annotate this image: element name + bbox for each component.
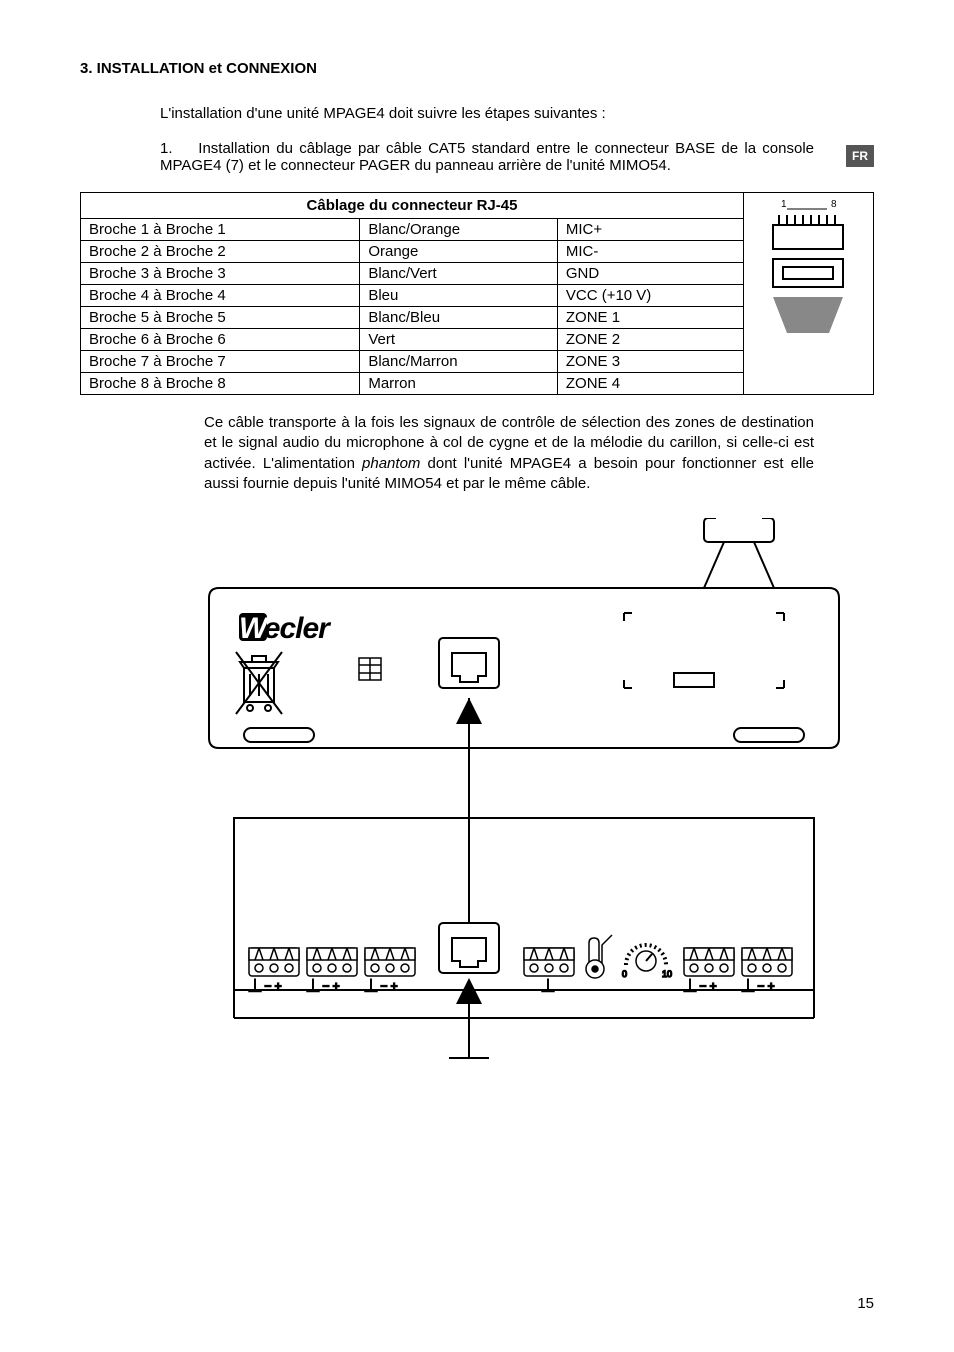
svg-text:⏊ − +: ⏊ − + bbox=[742, 978, 775, 993]
rj45-port-top-icon bbox=[439, 638, 499, 688]
cell: MIC- bbox=[557, 241, 743, 263]
rj45-port-bottom-icon bbox=[439, 923, 499, 973]
slot-icon bbox=[244, 728, 314, 742]
rj45-connector-icon: 1 8 bbox=[759, 195, 859, 335]
cell: Blanc/Marron bbox=[360, 351, 558, 373]
cell: GND bbox=[557, 263, 743, 285]
cell: Broche 7 à Broche 7 bbox=[81, 351, 360, 373]
svg-text:⏊ − +: ⏊ − + bbox=[365, 978, 398, 993]
arrow-up-icon bbox=[456, 978, 482, 1018]
cell: Vert bbox=[360, 329, 558, 351]
svg-text:10: 10 bbox=[662, 969, 672, 979]
slot-icon bbox=[734, 728, 804, 742]
page-number: 15 bbox=[857, 1295, 874, 1312]
para-italic: phantom bbox=[362, 455, 420, 472]
knob-icon: 0 10 bbox=[622, 945, 672, 979]
ecler-logo-icon: Wecler bbox=[237, 612, 332, 645]
cell: Blanc/Bleu bbox=[360, 307, 558, 329]
cell: Blanc/Orange bbox=[360, 219, 558, 241]
cell: ZONE 4 bbox=[557, 373, 743, 395]
language-badge: FR bbox=[846, 145, 874, 167]
cell: Blanc/Vert bbox=[360, 263, 558, 285]
rj45-diagram-cell: 1 8 bbox=[744, 193, 874, 395]
section-heading: 3. INSTALLATION et CONNEXION bbox=[80, 60, 874, 77]
center-block-icon: ⏊ 0 10 bbox=[524, 935, 672, 993]
cell: Bleu bbox=[360, 285, 558, 307]
svg-text:⏊ − +: ⏊ − + bbox=[307, 978, 340, 993]
table-title: Câblage du connecteur RJ-45 bbox=[81, 193, 744, 219]
intro-text: L'installation d'une unité MPAGE4 doit s… bbox=[160, 105, 814, 122]
svg-text:⏊ − +: ⏊ − + bbox=[684, 978, 717, 993]
cell: ZONE 2 bbox=[557, 329, 743, 351]
list-text: Installation du câblage par câble CAT5 s… bbox=[160, 140, 814, 174]
cell: Broche 6 à Broche 6 bbox=[81, 329, 360, 351]
cell: ZONE 3 bbox=[557, 351, 743, 373]
rj45-wiring-table: Câblage du connecteur RJ-45 1 8 Broche bbox=[80, 192, 874, 395]
cell: Broche 5 à Broche 5 bbox=[81, 307, 360, 329]
cell: MIC+ bbox=[557, 219, 743, 241]
svg-text:0: 0 bbox=[622, 969, 627, 979]
svg-text:Wecler: Wecler bbox=[239, 612, 332, 645]
cell: Broche 2 à Broche 2 bbox=[81, 241, 360, 263]
cell: VCC (+10 V) bbox=[557, 285, 743, 307]
svg-text:8: 8 bbox=[831, 199, 837, 210]
terminal-blocks-right-icon: ⏊ − + ⏊ − + bbox=[684, 948, 792, 993]
cell: ZONE 1 bbox=[557, 307, 743, 329]
list-number: 1. bbox=[160, 140, 192, 157]
svg-text:1: 1 bbox=[781, 199, 787, 210]
cell: Marron bbox=[360, 373, 558, 395]
cell: Broche 3 à Broche 3 bbox=[81, 263, 360, 285]
wiring-diagram: Wecler bbox=[204, 518, 844, 1082]
step-list-item: 1. Installation du câblage par câble CAT… bbox=[160, 140, 814, 174]
cell: Broche 4 à Broche 4 bbox=[81, 285, 360, 307]
cell: Broche 1 à Broche 1 bbox=[81, 219, 360, 241]
cell: Orange bbox=[360, 241, 558, 263]
jack-icon bbox=[586, 935, 612, 978]
description-paragraph: Ce câble transporte à la fois les signau… bbox=[204, 413, 814, 494]
cell: Broche 8 à Broche 8 bbox=[81, 373, 360, 395]
terminal-blocks-left-icon: ⏊ − + ⏊ − + ⏊ − + bbox=[249, 948, 415, 993]
svg-text:⏊: ⏊ bbox=[542, 978, 554, 993]
svg-text:⏊ − +: ⏊ − + bbox=[249, 978, 282, 993]
